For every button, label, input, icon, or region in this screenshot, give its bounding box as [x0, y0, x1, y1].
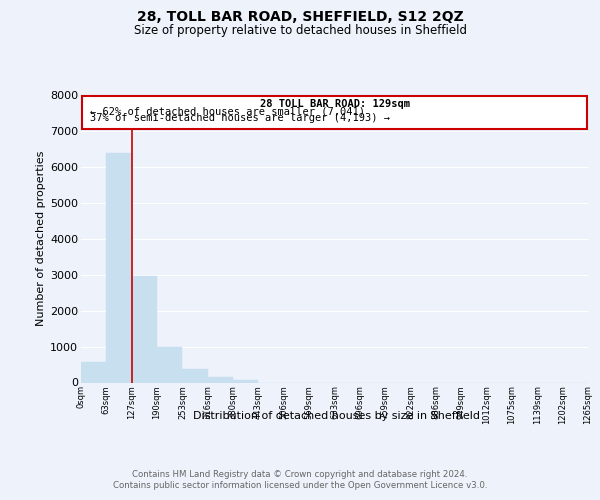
- FancyBboxPatch shape: [82, 96, 587, 129]
- Bar: [81, 362, 106, 382]
- Y-axis label: Number of detached properties: Number of detached properties: [36, 151, 46, 326]
- Text: 28, TOLL BAR ROAD, SHEFFIELD, S12 2QZ: 28, TOLL BAR ROAD, SHEFFIELD, S12 2QZ: [137, 10, 463, 24]
- Text: 37% of semi-detached houses are larger (4,193) →: 37% of semi-detached houses are larger (…: [90, 114, 390, 124]
- Text: Contains public sector information licensed under the Open Government Licence v3: Contains public sector information licen…: [113, 482, 487, 490]
- Bar: [182, 369, 208, 382]
- Bar: [233, 380, 259, 382]
- Bar: [132, 276, 157, 382]
- Text: Distribution of detached houses by size in Sheffield: Distribution of detached houses by size …: [193, 411, 479, 421]
- Bar: [208, 377, 233, 382]
- Text: Contains HM Land Registry data © Crown copyright and database right 2024.: Contains HM Land Registry data © Crown c…: [132, 470, 468, 479]
- Bar: [106, 153, 132, 382]
- Bar: [157, 347, 182, 382]
- Text: 28 TOLL BAR ROAD: 129sqm: 28 TOLL BAR ROAD: 129sqm: [260, 100, 409, 110]
- Text: ← 62% of detached houses are smaller (7,041): ← 62% of detached houses are smaller (7,…: [90, 106, 365, 117]
- Text: Size of property relative to detached houses in Sheffield: Size of property relative to detached ho…: [133, 24, 467, 37]
